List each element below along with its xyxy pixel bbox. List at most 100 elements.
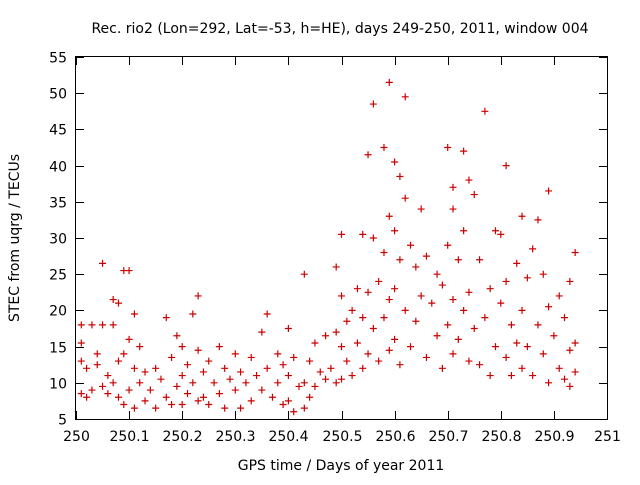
x-tick-label: 250.6 — [375, 429, 415, 445]
data-point — [465, 357, 473, 365]
data-point — [412, 263, 420, 271]
x-tick-label: 250.2 — [162, 429, 202, 445]
data-point — [476, 361, 484, 369]
x-tick-label: 250.4 — [268, 429, 308, 445]
data-point — [391, 158, 399, 166]
x-tick-label: 250.3 — [215, 429, 255, 445]
data-point — [454, 335, 462, 343]
data-point — [104, 390, 112, 398]
data-point — [566, 382, 574, 390]
data-point — [348, 372, 356, 380]
data-point — [502, 353, 510, 361]
data-point — [486, 372, 494, 380]
data-point — [364, 151, 372, 159]
data-point — [205, 357, 213, 365]
data-point — [114, 393, 122, 401]
data-point — [460, 306, 468, 314]
data-point — [99, 321, 107, 329]
data-point — [507, 321, 515, 329]
data-point — [130, 404, 138, 412]
data-point — [247, 353, 255, 361]
data-point — [322, 332, 330, 340]
data-point — [444, 144, 452, 151]
data-point — [125, 267, 133, 275]
y-tick-label: 15 — [49, 341, 67, 357]
data-point — [130, 310, 138, 318]
data-point — [545, 187, 553, 195]
data-point — [348, 306, 356, 314]
data-point — [141, 397, 149, 405]
y-tick-label: 50 — [49, 87, 67, 103]
x-tick-label: 251 — [594, 429, 621, 445]
y-tick-label: 25 — [49, 268, 67, 284]
data-point — [359, 364, 367, 372]
data-point — [157, 375, 165, 383]
y-tick-label: 55 — [49, 51, 67, 67]
data-point — [545, 303, 553, 311]
data-point — [566, 346, 574, 354]
data-point — [385, 346, 393, 354]
data-point — [407, 241, 415, 249]
data-point — [338, 375, 345, 383]
data-points — [77, 78, 579, 416]
data-point — [332, 328, 340, 336]
data-point — [221, 404, 229, 412]
data-point — [284, 397, 292, 405]
data-point — [215, 390, 223, 398]
data-point — [359, 314, 367, 322]
data-point — [300, 379, 308, 387]
data-point — [152, 364, 160, 372]
data-point — [502, 277, 510, 285]
data-point — [465, 288, 473, 296]
data-point — [237, 368, 245, 376]
data-point — [454, 256, 462, 264]
data-point — [571, 248, 579, 256]
x-tick-label: 250.7 — [428, 429, 468, 445]
data-point — [279, 361, 287, 369]
data-point — [253, 372, 261, 380]
data-point — [417, 292, 425, 300]
data-point — [178, 372, 186, 380]
data-point — [518, 212, 526, 220]
data-point — [130, 364, 138, 372]
data-point — [93, 361, 101, 369]
data-point — [152, 404, 160, 412]
data-point — [184, 361, 192, 369]
data-point — [332, 379, 340, 387]
y-tick-label: 40 — [49, 160, 67, 176]
data-point — [284, 372, 292, 380]
x-tick-label: 250.9 — [534, 429, 574, 445]
data-point — [460, 227, 468, 235]
data-point — [465, 176, 473, 184]
data-point — [99, 382, 107, 390]
data-point — [104, 372, 112, 380]
data-point — [391, 285, 399, 293]
data-point — [412, 317, 420, 325]
data-point — [215, 343, 223, 351]
data-point — [460, 147, 468, 155]
data-point — [168, 353, 176, 361]
y-tick-label: 10 — [49, 377, 67, 393]
data-point — [566, 277, 574, 285]
data-point — [258, 328, 266, 336]
data-point — [295, 382, 303, 390]
data-point — [247, 397, 255, 405]
data-point — [422, 353, 430, 361]
data-point — [401, 194, 409, 202]
data-point — [274, 350, 282, 358]
data-point — [534, 321, 542, 329]
y-tick-label: 5 — [58, 413, 67, 429]
data-point — [173, 332, 181, 340]
data-point — [481, 107, 489, 115]
data-point — [513, 259, 521, 267]
y-tick-label: 35 — [49, 196, 67, 212]
x-tick-label: 250.8 — [481, 429, 521, 445]
data-point — [529, 245, 537, 253]
data-point — [369, 325, 377, 332]
data-point — [369, 234, 377, 242]
data-point — [438, 364, 446, 372]
y-tick-label: 20 — [49, 304, 67, 320]
data-point — [491, 343, 499, 351]
data-point — [327, 364, 335, 372]
